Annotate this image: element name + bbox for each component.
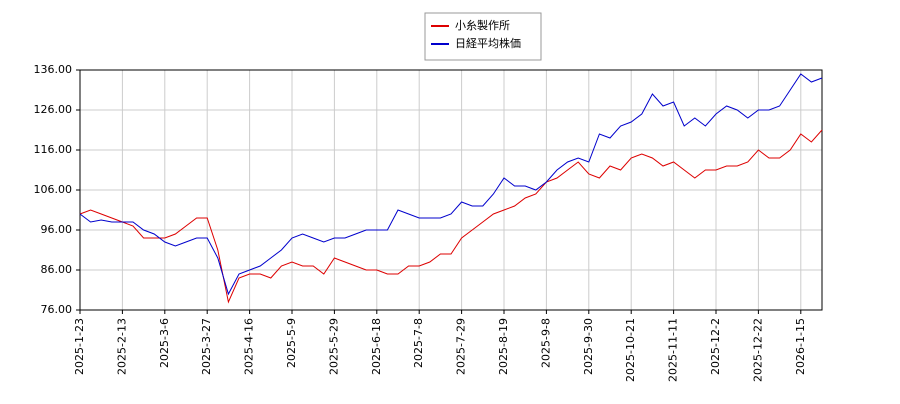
x-tick-label: 2025-2-13 — [115, 318, 128, 375]
y-tick-label: 76.00 — [41, 303, 73, 316]
legend-label: 小糸製作所 — [455, 18, 510, 32]
x-tick-label: 2025-5-29 — [327, 318, 340, 375]
x-tick-label: 2026-1-15 — [794, 318, 807, 375]
x-tick-label: 2025-7-8 — [412, 318, 425, 368]
x-tick-label: 2025-3-27 — [200, 318, 213, 375]
y-tick-label: 106.00 — [34, 183, 73, 196]
legend-box — [424, 12, 542, 61]
x-tick-label: 2025-5-9 — [285, 318, 298, 368]
x-tick-label: 2025-3-6 — [158, 318, 171, 368]
x-tick-label: 2025-4-16 — [243, 318, 256, 375]
x-tick-label: 2025-7-29 — [455, 318, 468, 375]
y-tick-label: 86.00 — [41, 263, 73, 276]
x-tick-label: 2025-1-23 — [73, 318, 86, 375]
y-tick-label: 116.00 — [34, 143, 73, 156]
x-tick-label: 2025-8-19 — [497, 318, 510, 375]
y-tick-label: 126.00 — [34, 103, 73, 116]
series-line — [79, 129, 823, 304]
y-tick-label: 136.00 — [34, 63, 73, 76]
x-tick-label: 2025-9-8 — [539, 318, 552, 368]
plot-frame — [79, 69, 823, 311]
x-tick-label: 2025-12-22 — [751, 318, 764, 382]
y-tick-label: 96.00 — [41, 223, 73, 236]
x-tick-label: 2025-6-18 — [370, 318, 383, 375]
x-tick-label: 2025-9-30 — [582, 318, 595, 375]
legend-label: 日経平均株価 — [455, 36, 521, 50]
series-line — [79, 73, 823, 296]
x-tick-label: 2025-12-2 — [709, 318, 722, 375]
x-tick-label: 2025-10-21 — [624, 318, 637, 382]
x-tick-label: 2025-11-11 — [667, 318, 680, 382]
